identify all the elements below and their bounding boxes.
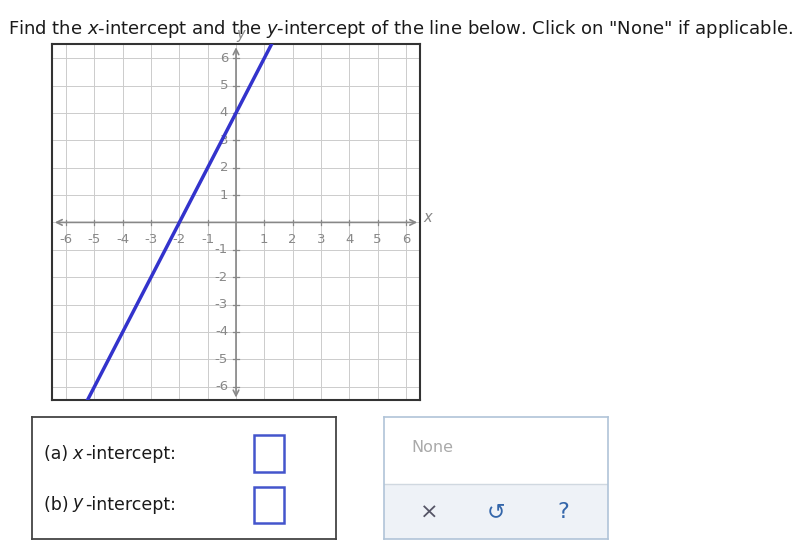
Text: -2: -2 [215, 271, 228, 284]
Text: -4: -4 [215, 325, 228, 339]
FancyBboxPatch shape [254, 435, 284, 472]
Text: -4: -4 [116, 233, 130, 246]
Text: -6: -6 [59, 233, 73, 246]
Text: 2: 2 [288, 233, 297, 246]
Text: -intercept:: -intercept: [85, 496, 176, 514]
Text: $y$: $y$ [71, 496, 85, 514]
Text: 2: 2 [219, 161, 228, 174]
Text: 6: 6 [402, 233, 410, 246]
Text: ↺: ↺ [486, 503, 506, 523]
Text: None: None [411, 440, 453, 455]
Text: 4: 4 [220, 106, 228, 120]
Text: Find the $x$-intercept and the $y$-intercept of the line below. Click on "None" : Find the $x$-intercept and the $y$-inter… [8, 18, 793, 40]
Text: 3: 3 [219, 134, 228, 147]
Text: -1: -1 [201, 233, 214, 246]
Text: -3: -3 [145, 233, 158, 246]
Text: $x$: $x$ [423, 210, 434, 225]
Text: (a): (a) [44, 445, 74, 463]
Text: -2: -2 [173, 233, 186, 246]
Text: -5: -5 [88, 233, 101, 246]
Text: -3: -3 [215, 298, 228, 311]
Text: 5: 5 [374, 233, 382, 246]
Text: (b): (b) [44, 496, 74, 514]
Text: -intercept:: -intercept: [85, 445, 176, 463]
Text: 1: 1 [219, 188, 228, 201]
Text: 6: 6 [220, 52, 228, 64]
Text: ×: × [419, 503, 438, 523]
Text: -1: -1 [215, 244, 228, 256]
Text: ?: ? [558, 503, 569, 523]
Text: 4: 4 [345, 233, 354, 246]
Text: 5: 5 [219, 79, 228, 92]
Text: 3: 3 [317, 233, 325, 246]
Text: -6: -6 [215, 380, 228, 393]
FancyBboxPatch shape [384, 484, 608, 539]
Text: 1: 1 [260, 233, 269, 246]
Text: $y$: $y$ [235, 28, 246, 44]
Text: -5: -5 [215, 353, 228, 366]
FancyBboxPatch shape [254, 486, 284, 523]
Text: $x$: $x$ [71, 445, 84, 463]
